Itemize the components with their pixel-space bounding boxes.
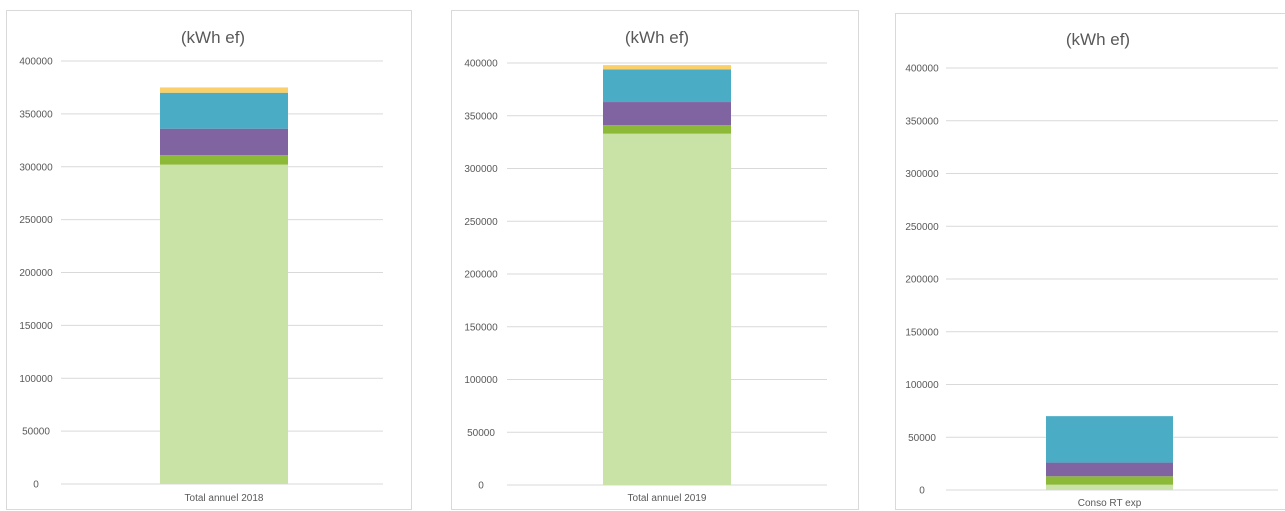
y-tick-label: 300000 <box>905 169 939 180</box>
bar-segment-1 <box>160 164 288 484</box>
bar-segment-2 <box>603 125 731 134</box>
bar-segment-4 <box>603 69 731 103</box>
y-tick-label: 300000 <box>464 164 498 175</box>
y-tick-label: 100000 <box>19 374 53 385</box>
x-category-label: Conso RT exp <box>1078 498 1142 509</box>
y-tick-label: 50000 <box>467 428 495 439</box>
bar-segment-5 <box>160 87 288 93</box>
y-tick-label: 150000 <box>905 327 939 338</box>
chart-panel-2018: (kWh ef) 0 50000 100000 150000 200000 250000 3… <box>6 10 412 510</box>
y-tick-label: 150000 <box>19 321 53 332</box>
bar-segment-4 <box>160 92 288 129</box>
bar-segment-2 <box>1046 476 1173 485</box>
chart-2019: (kWh ef) 0 50000 100000 150000 200000 250000 3… <box>464 28 827 504</box>
y-tick-label: 250000 <box>464 217 498 228</box>
y-tick-label: 0 <box>919 486 925 497</box>
y-tick-label: 350000 <box>19 109 53 120</box>
bar-segment-4 <box>1046 416 1173 463</box>
bar-segment-3 <box>1046 462 1173 477</box>
chart-panel-2019: (kWh ef) 0 50000 100000 150000 200000 250000 3… <box>451 10 859 510</box>
y-tick-label: 300000 <box>19 162 53 173</box>
y-tick-label: 100000 <box>905 380 939 391</box>
y-tick-label: 50000 <box>22 427 50 438</box>
y-tick-label: 0 <box>33 480 39 491</box>
y-tick-label: 150000 <box>464 322 498 333</box>
bar-segment-2 <box>160 155 288 165</box>
y-tick-label: 50000 <box>908 433 936 444</box>
y-tick-label: 350000 <box>905 116 939 127</box>
chart-title: (kWh ef) <box>625 28 689 47</box>
y-tick-label: 400000 <box>19 57 53 68</box>
chart-conso-rt: (kWh ef) 0 50000 100000 150000 200000 250000 3… <box>905 30 1278 509</box>
bar-segment-5 <box>603 65 731 70</box>
bar-segment-3 <box>603 102 731 126</box>
y-tick-label: 250000 <box>905 222 939 233</box>
chart-title: (kWh ef) <box>181 28 245 47</box>
y-tick-label: 250000 <box>19 215 53 226</box>
chart-title: (kWh ef) <box>1066 30 1130 49</box>
y-tick-label: 350000 <box>464 111 498 122</box>
x-category-label: Total annuel 2018 <box>185 493 264 504</box>
y-tick-label: 0 <box>478 481 484 492</box>
chart-2018: (kWh ef) 0 50000 100000 150000 200000 250000 3… <box>19 28 383 504</box>
y-tick-label: 200000 <box>905 275 939 286</box>
x-category-label: Total annuel 2019 <box>628 493 707 504</box>
y-tick-label: 200000 <box>464 270 498 281</box>
y-tick-label: 400000 <box>905 64 939 75</box>
y-tick-label: 400000 <box>464 59 498 70</box>
bar-segment-3 <box>160 128 288 156</box>
y-tick-label: 200000 <box>19 268 53 279</box>
y-tick-label: 100000 <box>464 375 498 386</box>
bar-segment-1 <box>1046 484 1173 490</box>
bar-segment-1 <box>603 133 731 485</box>
chart-panel-conso-rt: (kWh ef) 0 50000 100000 150000 200000 250000 3… <box>895 13 1285 510</box>
